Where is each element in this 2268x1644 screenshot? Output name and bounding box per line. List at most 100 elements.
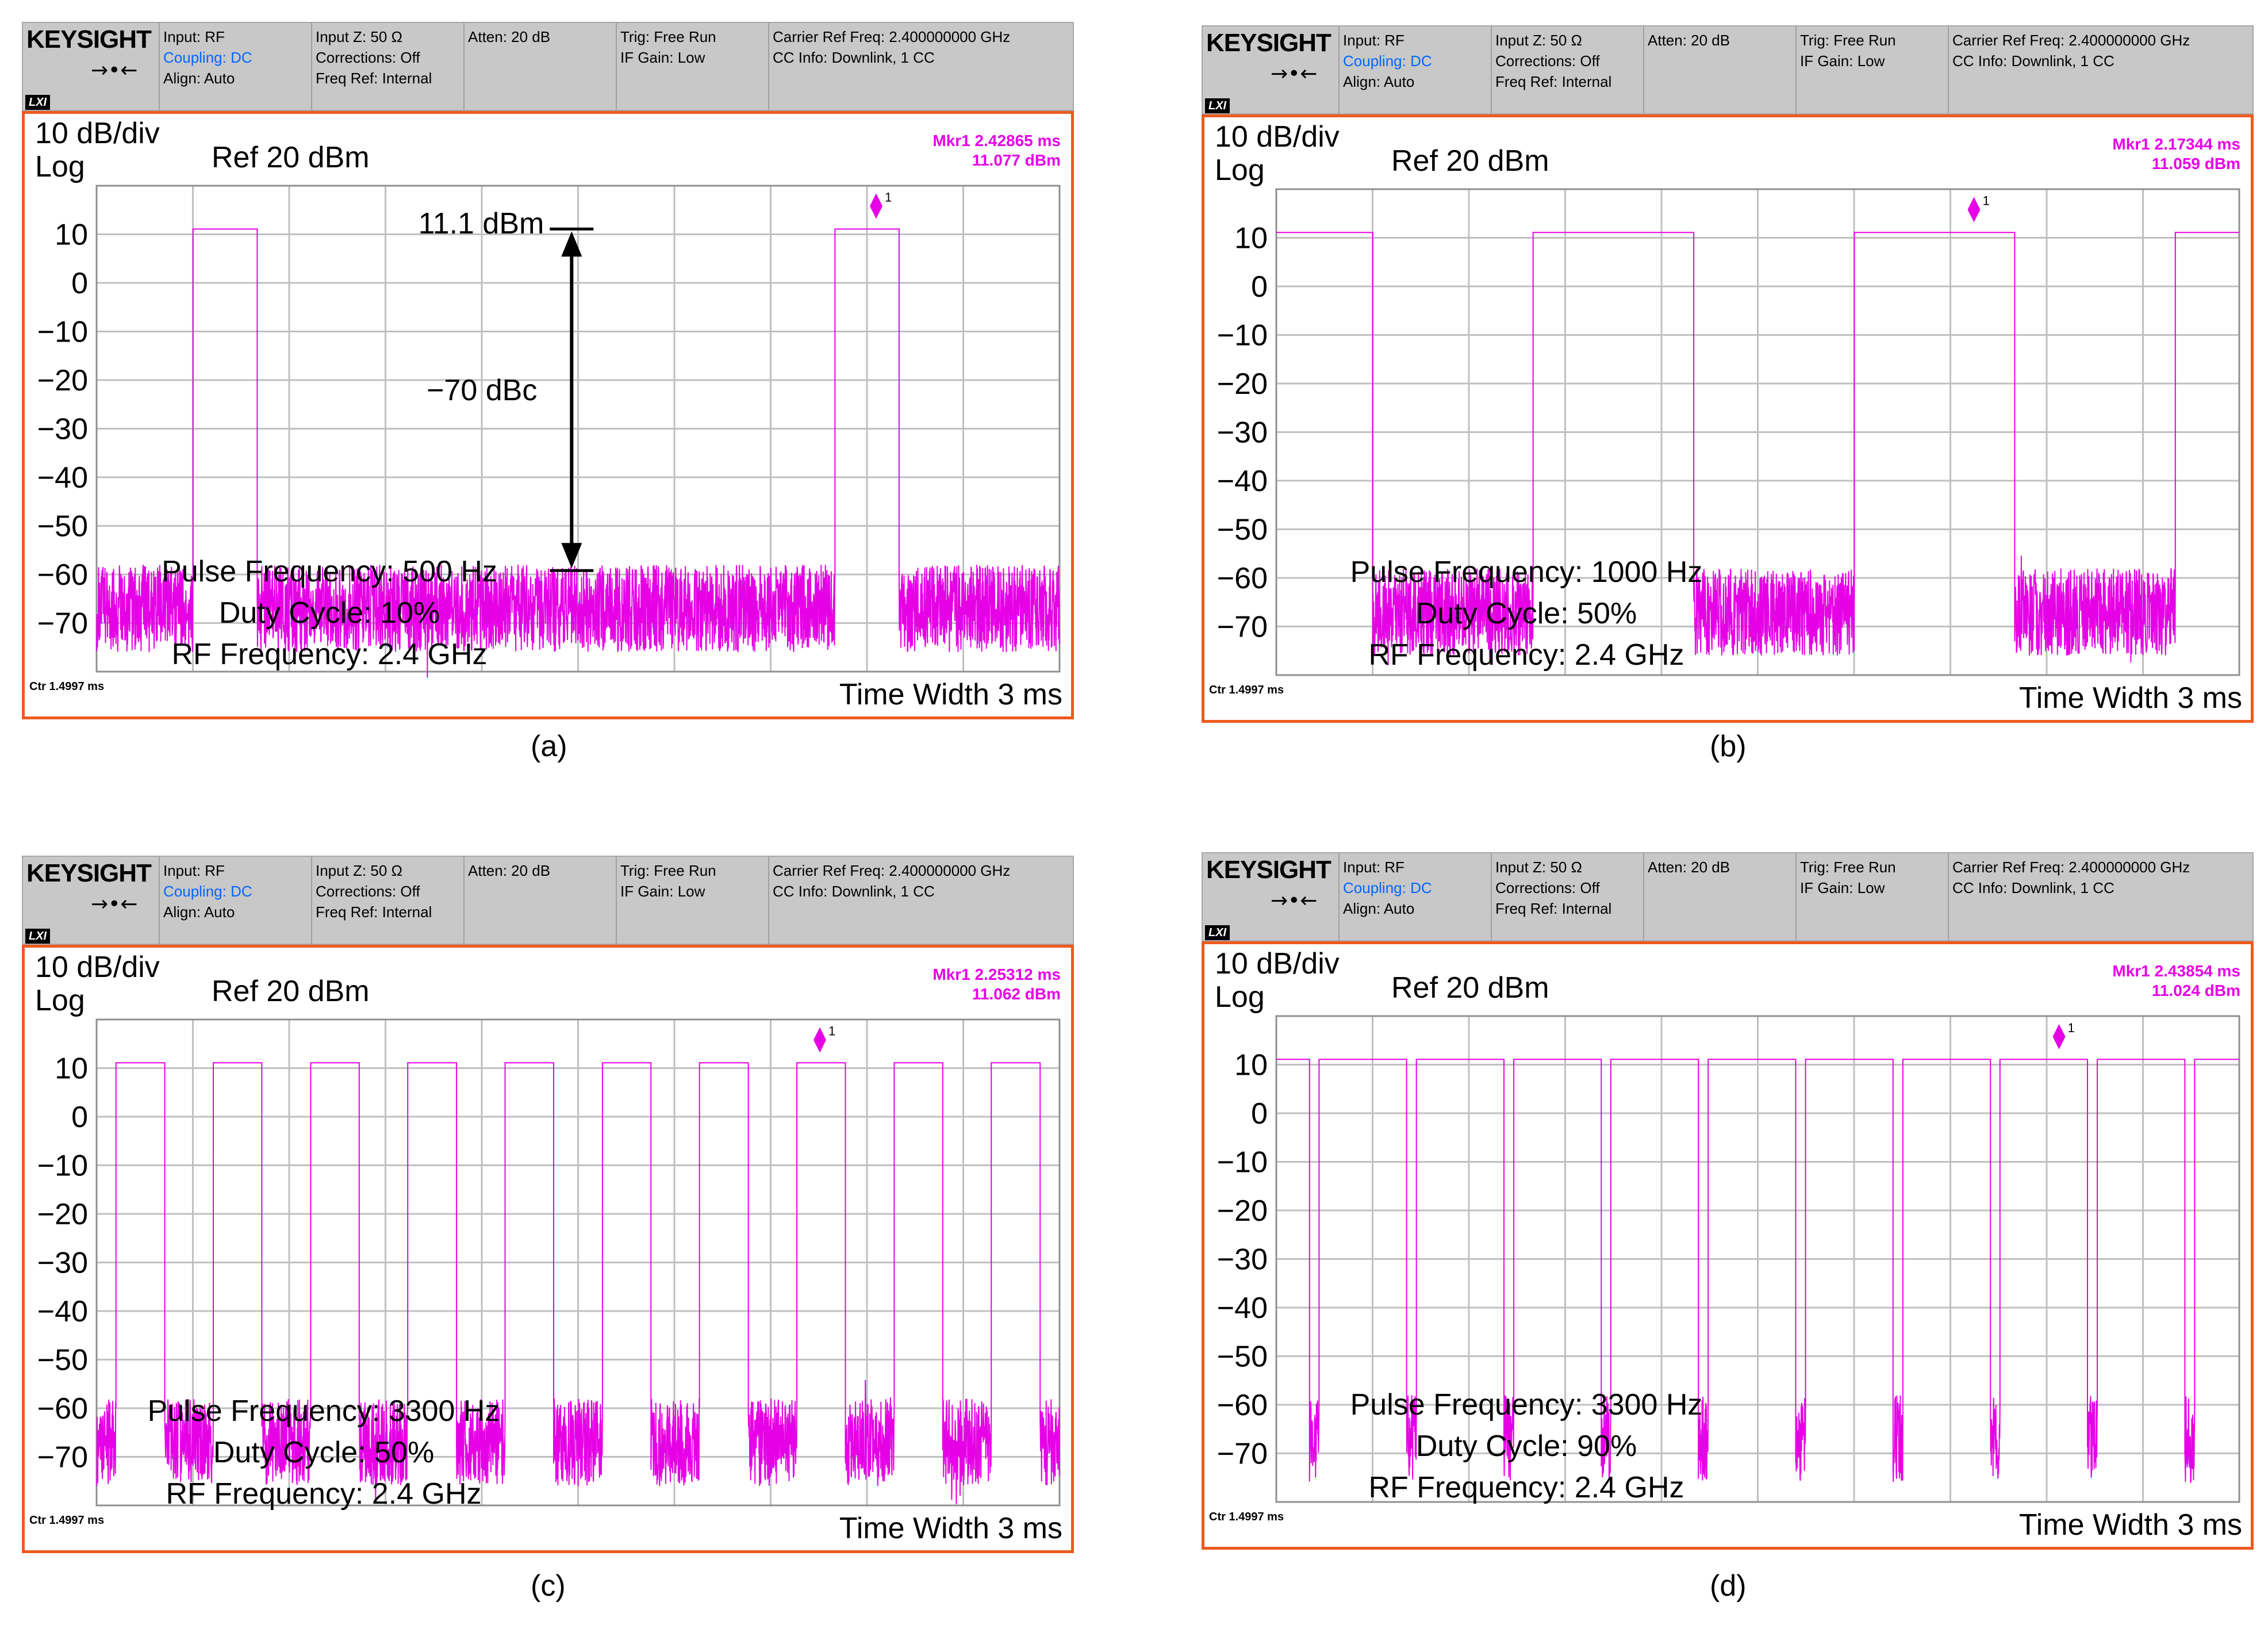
rf-frequency-label: RF Frequency: 2.4 GHz bbox=[166, 1477, 482, 1511]
input-arrow-icon: →•← bbox=[1271, 62, 1318, 86]
input-settings: Input: RF Coupling: DC Align: Auto bbox=[159, 857, 311, 946]
coupling-label: Coupling: DC bbox=[1343, 52, 1432, 70]
align-label: Align: Auto bbox=[1343, 73, 1415, 90]
freq-ref-label: Freq Ref: Internal bbox=[1495, 900, 1612, 917]
log-label: Log bbox=[35, 984, 85, 1017]
input-settings: Input: RF Coupling: DC Align: Auto bbox=[1338, 853, 1491, 942]
y-tick-label: −50 bbox=[1217, 1340, 1268, 1374]
scale-label: 10 dB/div bbox=[35, 117, 160, 150]
analyzer-header: KEYSIGHT →•← LXI Input: RF Coupling: DC … bbox=[1202, 852, 2254, 942]
y-tick-label: −60 bbox=[37, 558, 88, 592]
trace-display: 10 0 −10 −20 −30 −40 −50 −60 −70 1 10 dB/div Log … bbox=[1202, 941, 2254, 1550]
y-tick-label: −20 bbox=[1217, 1194, 1268, 1228]
cc-info-label: CC Info: Downlink, 1 CC bbox=[1952, 879, 2115, 896]
if-gain-label: IF Gain: Low bbox=[620, 883, 705, 900]
trig-label: Trig: Free Run bbox=[620, 862, 716, 879]
scale-label: 10 dB/div bbox=[1215, 947, 1340, 980]
y-tick-label: 0 bbox=[71, 267, 88, 300]
atten-label: Atten: 20 dB bbox=[468, 862, 551, 879]
y-tick-label: −20 bbox=[37, 364, 88, 397]
analyzer-header: KEYSIGHT →•← LXI Input: RF Coupling: DC … bbox=[1202, 25, 2254, 116]
freq-ref-label: Freq Ref: Internal bbox=[1495, 73, 1612, 90]
brand-logo: KEYSIGHT bbox=[26, 25, 152, 53]
pulse-frequency-label: Pulse Frequency: 3300 Hz bbox=[147, 1394, 500, 1428]
trace-display: 10 0 −10 −20 −30 −40 −50 −60 −70 1 10 dB/div Log … bbox=[22, 945, 1074, 1553]
log-label: Log bbox=[1215, 154, 1265, 187]
atten-label: Atten: 20 dB bbox=[468, 28, 551, 45]
marker-number: 1 bbox=[2068, 1021, 2075, 1035]
cc-info-label: CC Info: Downlink, 1 CC bbox=[773, 49, 935, 66]
duty-cycle-label: Duty Cycle: 10% bbox=[218, 596, 440, 630]
coupling-label: Coupling: DC bbox=[1343, 879, 1432, 896]
marker-diamond: 1 bbox=[813, 1024, 835, 1053]
logo: KEYSIGHT →•← LXI bbox=[23, 23, 159, 112]
y-tick-label: −10 bbox=[37, 316, 88, 349]
lxi-badge: LXI bbox=[1205, 98, 1230, 113]
marker-icon bbox=[1967, 197, 1981, 223]
panel-caption: (b) bbox=[1710, 730, 1747, 763]
trig-label: Trig: Free Run bbox=[620, 28, 716, 45]
trig-label: Trig: Free Run bbox=[1800, 859, 1896, 876]
lxi-badge: LXI bbox=[25, 95, 51, 110]
arrow-down-icon bbox=[561, 543, 582, 569]
analyzer-header: KEYSIGHT →•← LXI Input: RF Coupling: DC … bbox=[22, 856, 1074, 946]
trace-plot: 10 0 −10 −20 −30 −40 −50 −60 −70 1 11.1 dBm −70 dBc bbox=[37, 185, 1061, 678]
input-arrow-icon: →•← bbox=[91, 892, 138, 916]
lxi-badge: LXI bbox=[1205, 925, 1230, 940]
input-settings: Input: RF Coupling: DC Align: Auto bbox=[159, 23, 311, 112]
cc-info-label: CC Info: Downlink, 1 CC bbox=[773, 883, 935, 900]
atten-label: Atten: 20 dB bbox=[1648, 32, 1730, 49]
marker-time: Mkr1 2.43854 ms bbox=[2112, 962, 2240, 980]
log-label: Log bbox=[1215, 980, 1265, 1014]
rf-frequency-label: RF Frequency: 2.4 GHz bbox=[1368, 1471, 1684, 1504]
marker-number: 1 bbox=[828, 1024, 835, 1038]
grid bbox=[95, 1018, 1061, 1507]
y-tick-label: −20 bbox=[1217, 367, 1268, 401]
trace-line bbox=[1276, 232, 2239, 666]
y-tick-label: −30 bbox=[37, 1247, 88, 1280]
y-tick-label: 10 bbox=[1234, 222, 1268, 255]
align-label: Align: Auto bbox=[1343, 900, 1415, 917]
y-tick-label: −60 bbox=[1217, 562, 1268, 595]
analyzer-header: KEYSIGHT →•← LXI Input: RF Coupling: DC … bbox=[22, 22, 1074, 112]
trig-label: Trig: Free Run bbox=[1800, 32, 1896, 49]
trigger-settings: Trig: Free Run IF Gain: Low bbox=[1795, 26, 1948, 116]
corrections-label: Corrections: Off bbox=[316, 883, 420, 900]
panel-caption: (a) bbox=[531, 730, 567, 763]
if-gain-label: IF Gain: Low bbox=[1800, 52, 1885, 70]
y-tick-label: −20 bbox=[37, 1198, 88, 1231]
analyzer-panel: KEYSIGHT →•← LXI Input: RF Coupling: DC … bbox=[1202, 852, 2254, 1550]
input-z-label: Input Z: 50 Ω bbox=[1495, 32, 1582, 49]
corrections-label: Corrections: Off bbox=[1495, 879, 1600, 896]
y-tick-label: −70 bbox=[1217, 1438, 1268, 1471]
input-settings: Input: RF Coupling: DC Align: Auto bbox=[1338, 26, 1491, 116]
y-tick-label: −10 bbox=[1217, 319, 1268, 352]
marker-level: 11.077 dBm bbox=[972, 151, 1061, 169]
ref-level-label: Ref 20 dBm bbox=[212, 141, 370, 174]
logo: KEYSIGHT →•← LXI bbox=[1203, 853, 1338, 942]
y-tick-label: −40 bbox=[1217, 1292, 1268, 1325]
corrections-label: Corrections: Off bbox=[1495, 52, 1600, 70]
trace-plot: 10 0 −10 −20 −30 −40 −50 −60 −70 1 bbox=[1217, 1015, 2240, 1503]
atten-settings: Atten: 20 dB bbox=[463, 23, 616, 112]
align-label: Align: Auto bbox=[163, 903, 235, 921]
coupling-label: Coupling: DC bbox=[163, 883, 252, 900]
duty-cycle-label: Duty Cycle: 50% bbox=[213, 1436, 435, 1469]
ref-level-label: Ref 20 dBm bbox=[1391, 971, 1549, 1005]
marker-level: 11.062 dBm bbox=[972, 985, 1061, 1003]
atten-settings: Atten: 20 dB bbox=[1643, 26, 1795, 116]
y-tick-label: −70 bbox=[37, 1441, 88, 1474]
ref-level-label: Ref 20 dBm bbox=[1391, 144, 1549, 178]
trace-display: 10 0 −10 −20 −30 −40 −50 −60 −70 1 10 dB/div Log … bbox=[1202, 114, 2254, 723]
if-gain-label: IF Gain: Low bbox=[1800, 879, 1885, 896]
rf-frequency-label: RF Frequency: 2.4 GHz bbox=[171, 638, 488, 671]
y-tick-label: −50 bbox=[1217, 513, 1268, 547]
marker-icon bbox=[2052, 1024, 2066, 1049]
trace-line bbox=[96, 1062, 1060, 1504]
input-label: Input: RF bbox=[163, 862, 225, 879]
marker-level: 11.024 dBm bbox=[2151, 982, 2240, 999]
y-tick-label: −30 bbox=[1217, 1243, 1268, 1277]
signal-info: Pulse Frequency: 3300 Hz Duty Cycle: 50%… bbox=[105, 1390, 542, 1515]
grid-border bbox=[1275, 188, 2240, 676]
grid bbox=[1275, 188, 2240, 676]
